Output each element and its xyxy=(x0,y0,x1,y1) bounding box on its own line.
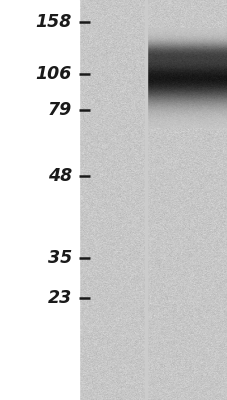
Text: 158: 158 xyxy=(35,13,72,31)
Text: 48: 48 xyxy=(47,167,72,185)
Bar xyxy=(0,0,78,400)
Bar xyxy=(144,0,147,400)
Text: 79: 79 xyxy=(47,101,72,119)
Text: 23: 23 xyxy=(47,289,72,307)
Text: 35: 35 xyxy=(47,249,72,267)
Text: 106: 106 xyxy=(35,65,72,83)
